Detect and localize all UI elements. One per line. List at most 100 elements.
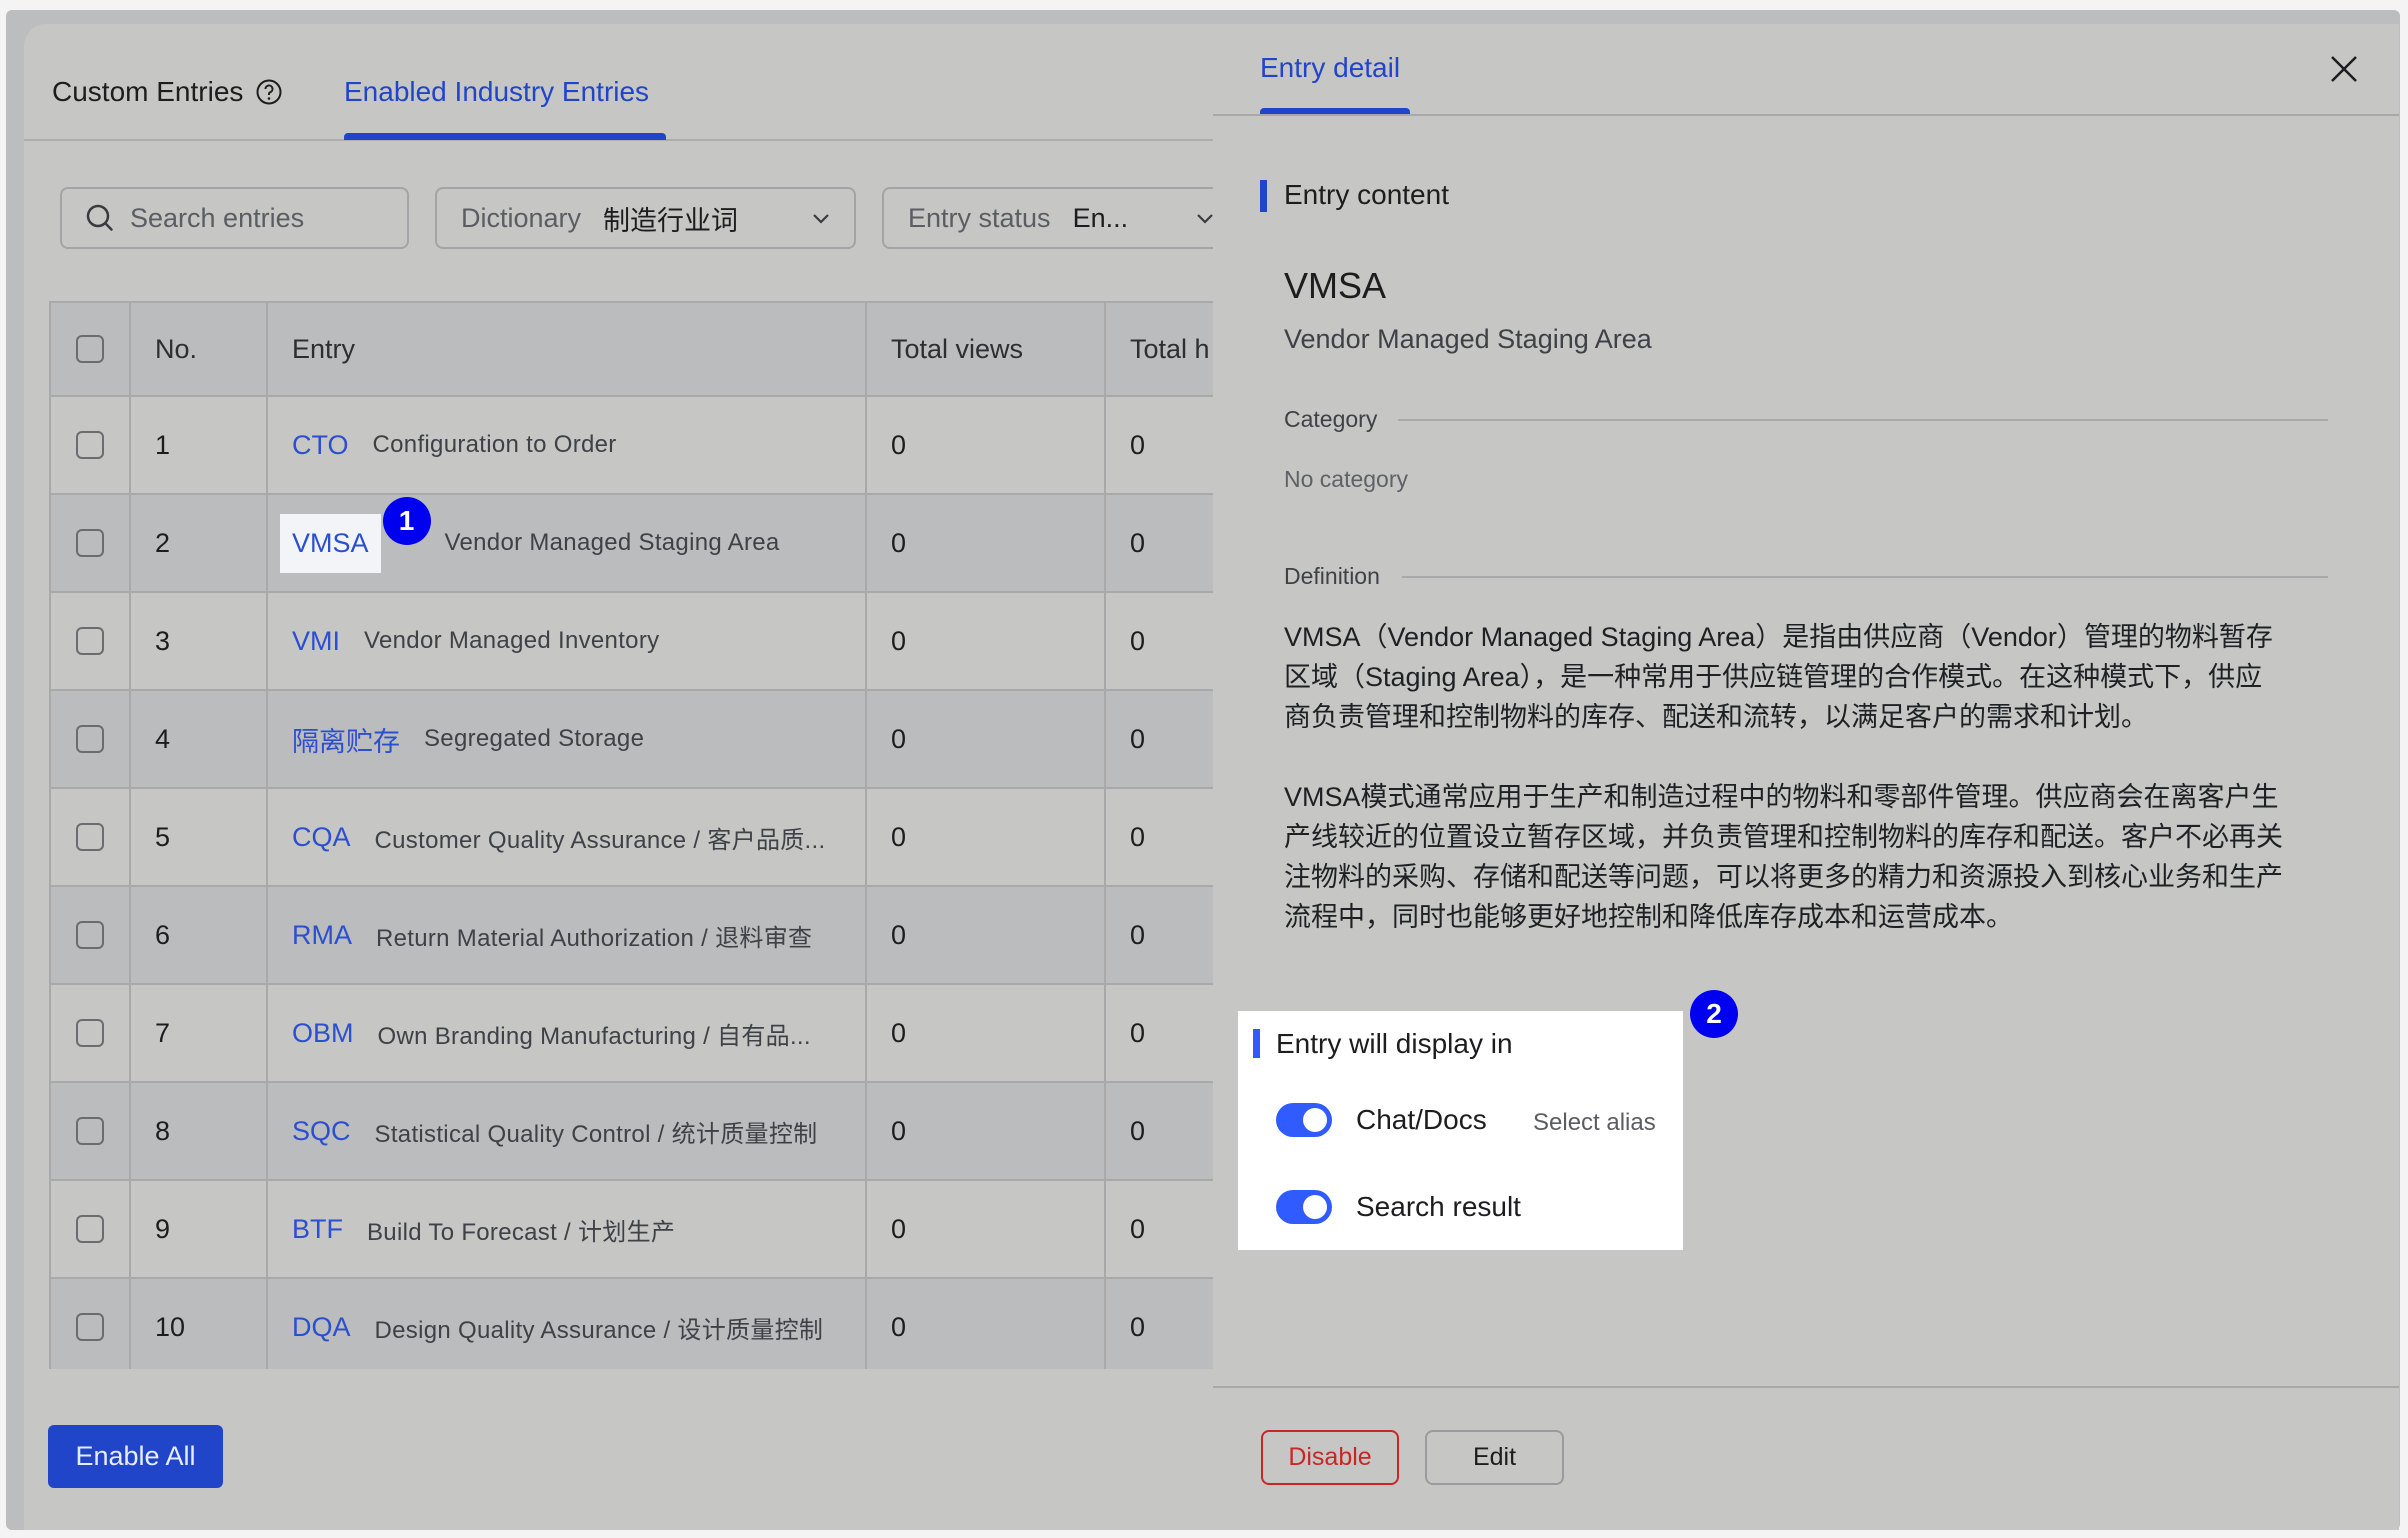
search-icon [86, 204, 113, 231]
entry-description: Vendor Managed Staging Area [444, 529, 780, 556]
toggle-knob [1303, 1195, 1327, 1219]
definition-line: 流程中，同时也能够更好地控制和降低库存成本和运营成本。 [1284, 902, 2013, 932]
tab-label: Custom Entries [52, 76, 244, 107]
table-row[interactable]: 2 VMSA 1 Vendor Managed Staging Area 0 0 [51, 495, 1216, 593]
entry-description: Segregated Storage [424, 725, 645, 752]
disable-button[interactable]: Disable [1261, 1430, 1399, 1485]
row-number: 8 [131, 1083, 268, 1179]
entry-term-link[interactable]: SQC [292, 1115, 351, 1146]
row-number: 9 [131, 1181, 268, 1277]
total-h: 0 [1130, 723, 1146, 754]
select-cell [51, 495, 131, 591]
total-views: 0 [867, 593, 1106, 689]
table-row[interactable]: 8 SQC Statistical Quality Control / 统计质量控制… [51, 1083, 1216, 1181]
select-alias-link[interactable]: Select alias [1533, 1109, 1656, 1136]
row-checkbox[interactable] [76, 1313, 104, 1341]
tab-entry-detail[interactable]: Entry detail [1260, 52, 1401, 83]
row-checkbox[interactable] [76, 529, 104, 557]
table-row[interactable]: 1 CTO Configuration to Order 0 0 [51, 397, 1216, 495]
dictionary-select[interactable]: Dictionary 制造行业词 [435, 187, 856, 249]
total-views: 0 [867, 789, 1106, 885]
row-checkbox[interactable] [76, 627, 104, 655]
table-row[interactable]: 3 VMI Vendor Managed Inventory 0 0 [51, 593, 1216, 691]
dictionary-label: Dictionary [461, 202, 582, 233]
row-checkbox[interactable] [76, 921, 104, 949]
enable-all-button[interactable]: Enable All [48, 1425, 223, 1488]
total-views: 0 [867, 1181, 1106, 1277]
table-row[interactable]: 4 隔离贮存 Segregated Storage 0 0 [51, 691, 1216, 789]
row-number: 2 [131, 495, 268, 591]
select-all-checkbox[interactable] [76, 335, 104, 363]
entry-cell: RMA Return Material Authorization / 退料审查 [268, 887, 867, 983]
entry-term-link[interactable]: VMI [292, 625, 341, 656]
row-checkbox[interactable] [76, 1019, 104, 1047]
tab-divider [24, 139, 1214, 141]
row-checkbox[interactable] [76, 725, 104, 753]
entry-description: Build To Forecast / 计划生产 [367, 1218, 676, 1246]
select-cell [51, 789, 131, 885]
table-row[interactable]: 6 RMA Return Material Authorization / 退料审查… [51, 887, 1216, 985]
tab-enabled-industry-entries[interactable]: Enabled Industry Entries [344, 76, 650, 107]
close-icon[interactable] [2328, 53, 2360, 85]
entry-description: Statistical Quality Control / 统计质量控制 [374, 1120, 818, 1148]
row-checkbox[interactable] [76, 431, 104, 459]
help-circle-icon[interactable] [255, 78, 283, 106]
row-checkbox[interactable] [76, 823, 104, 851]
total-h: 0 [1130, 919, 1146, 950]
definition-line: VMSA（Vendor Managed Staging Area）是指由供应商（… [1284, 622, 2273, 652]
entry-description: Customer Quality Assurance / 客户品质... [374, 826, 826, 854]
category-label: Category [1284, 406, 1378, 432]
entry-full-name: Vendor Managed Staging Area [1284, 324, 1652, 354]
total-views: 0 [867, 985, 1106, 1081]
table-row[interactable]: 10 DQA Design Quality Assurance / 设计质量控制 0 0 [51, 1279, 1216, 1369]
table-row[interactable]: 9 BTF Build To Forecast / 计划生产 0 0 [51, 1181, 1216, 1279]
total-h: 0 [1130, 821, 1146, 852]
total-views: 0 [867, 691, 1106, 787]
definition-label: Definition [1284, 563, 1380, 589]
row-number: 7 [131, 985, 268, 1081]
entry-term-link[interactable]: BTF [292, 1213, 343, 1244]
search-input[interactable]: Search entries [60, 187, 409, 249]
entry-term-link[interactable]: 隔离贮存 [292, 726, 400, 757]
drawer-header-divider [1213, 114, 2399, 116]
category-divider [1398, 419, 2328, 421]
entry-term-link[interactable]: VMSA [280, 513, 381, 573]
table-header: No. Entry Total views Total h [51, 303, 1216, 397]
entry-term-link[interactable]: CTO [292, 429, 349, 460]
total-views: 0 [867, 495, 1106, 591]
header-total-views[interactable]: Total views [867, 303, 1106, 395]
entry-status-label: Entry status [908, 202, 1051, 233]
entry-cell: SQC Statistical Quality Control / 统计质量控制 [268, 1083, 867, 1179]
active-tab-indicator [1260, 108, 1410, 115]
header-total-h[interactable]: Total h [1130, 333, 1210, 364]
total-h: 0 [1130, 527, 1146, 558]
header-entry[interactable]: Entry [268, 303, 867, 395]
table-row[interactable]: 5 CQA Customer Quality Assurance / 客户品质...… [51, 789, 1216, 887]
chat-docs-toggle[interactable] [1276, 1103, 1332, 1137]
row-checkbox[interactable] [76, 1215, 104, 1243]
search-result-toggle[interactable] [1276, 1190, 1332, 1224]
row-checkbox[interactable] [76, 1117, 104, 1145]
dictionary-value: 制造行业词 [603, 205, 739, 236]
total-views: 0 [867, 1083, 1106, 1179]
entry-term-link[interactable]: OBM [292, 1017, 354, 1048]
tab-custom-entries[interactable]: Custom Entries [52, 76, 283, 108]
entry-term-link[interactable]: RMA [292, 919, 352, 950]
select-cell [51, 1181, 131, 1277]
total-views: 0 [867, 887, 1106, 983]
select-cell [51, 985, 131, 1081]
entry-status-select[interactable]: Entry status En... [882, 187, 1262, 249]
edit-button[interactable]: Edit [1425, 1430, 1564, 1485]
section-marker [1253, 1029, 1260, 1058]
entry-term-link[interactable]: DQA [292, 1311, 351, 1342]
header-no[interactable]: No. [131, 303, 268, 395]
entry-detail-drawer [1213, 24, 2399, 1530]
definition-line: VMSA模式通常应用于生产和制造过程中的物料和零部件管理。供应商会在离客户生 [1284, 782, 2279, 812]
table-row[interactable]: 7 OBM Own Branding Manufacturing / 自有品... 0… [51, 985, 1216, 1083]
entry-cell: DQA Design Quality Assurance / 设计质量控制 [268, 1279, 867, 1369]
entry-description: Vendor Managed Inventory [364, 627, 660, 654]
entry-cell: CTO Configuration to Order [268, 397, 867, 493]
entry-term-link[interactable]: CQA [292, 821, 351, 852]
toggle-knob [1303, 1108, 1327, 1132]
section-marker [1260, 180, 1267, 212]
